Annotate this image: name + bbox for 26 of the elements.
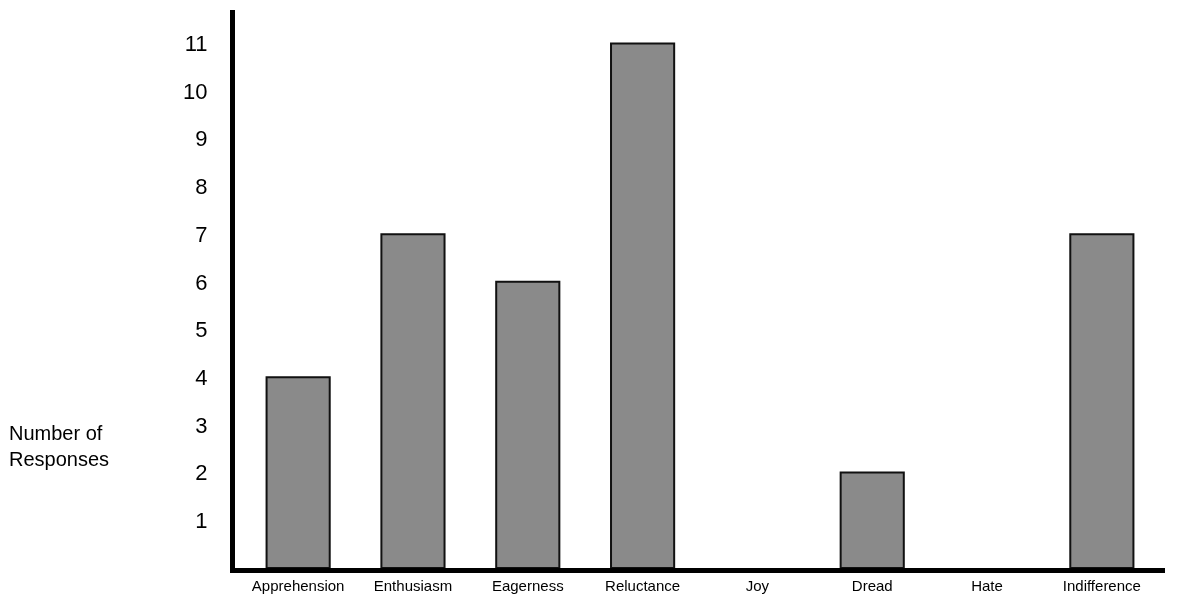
y-tick-label: 9 — [195, 126, 208, 152]
y-tick-label: 7 — [195, 221, 208, 247]
x-tick-label: Reluctance — [605, 577, 681, 594]
x-tick-label: Hate — [971, 577, 1003, 594]
x-tick-label: Apprehension — [251, 577, 345, 594]
bar — [839, 471, 905, 568]
y-tick-label: 6 — [195, 269, 208, 295]
y-tick-label: 8 — [195, 174, 208, 200]
bar — [380, 233, 446, 568]
y-axis-title: Number of Responses — [9, 422, 110, 470]
bar — [265, 376, 331, 568]
y-tick-label: 3 — [195, 412, 208, 438]
y-tick-label: 10 — [183, 78, 208, 104]
y-tick-label: 1 — [195, 508, 208, 534]
bar — [610, 42, 676, 568]
bar — [1069, 233, 1135, 568]
x-tick-label: Joy — [745, 577, 770, 594]
y-tick-label: 11 — [184, 31, 208, 57]
y-tick-label: 2 — [195, 460, 208, 486]
x-tick-label: Dread — [851, 577, 893, 594]
x-tick-label: Eagerness — [491, 577, 564, 594]
y-tick-label: 5 — [195, 317, 208, 343]
x-tick-label: Indifference — [1062, 577, 1141, 594]
y-tick-label: 4 — [195, 364, 208, 390]
bar — [495, 280, 561, 568]
x-tick-label: Enthusiasm — [373, 577, 453, 594]
